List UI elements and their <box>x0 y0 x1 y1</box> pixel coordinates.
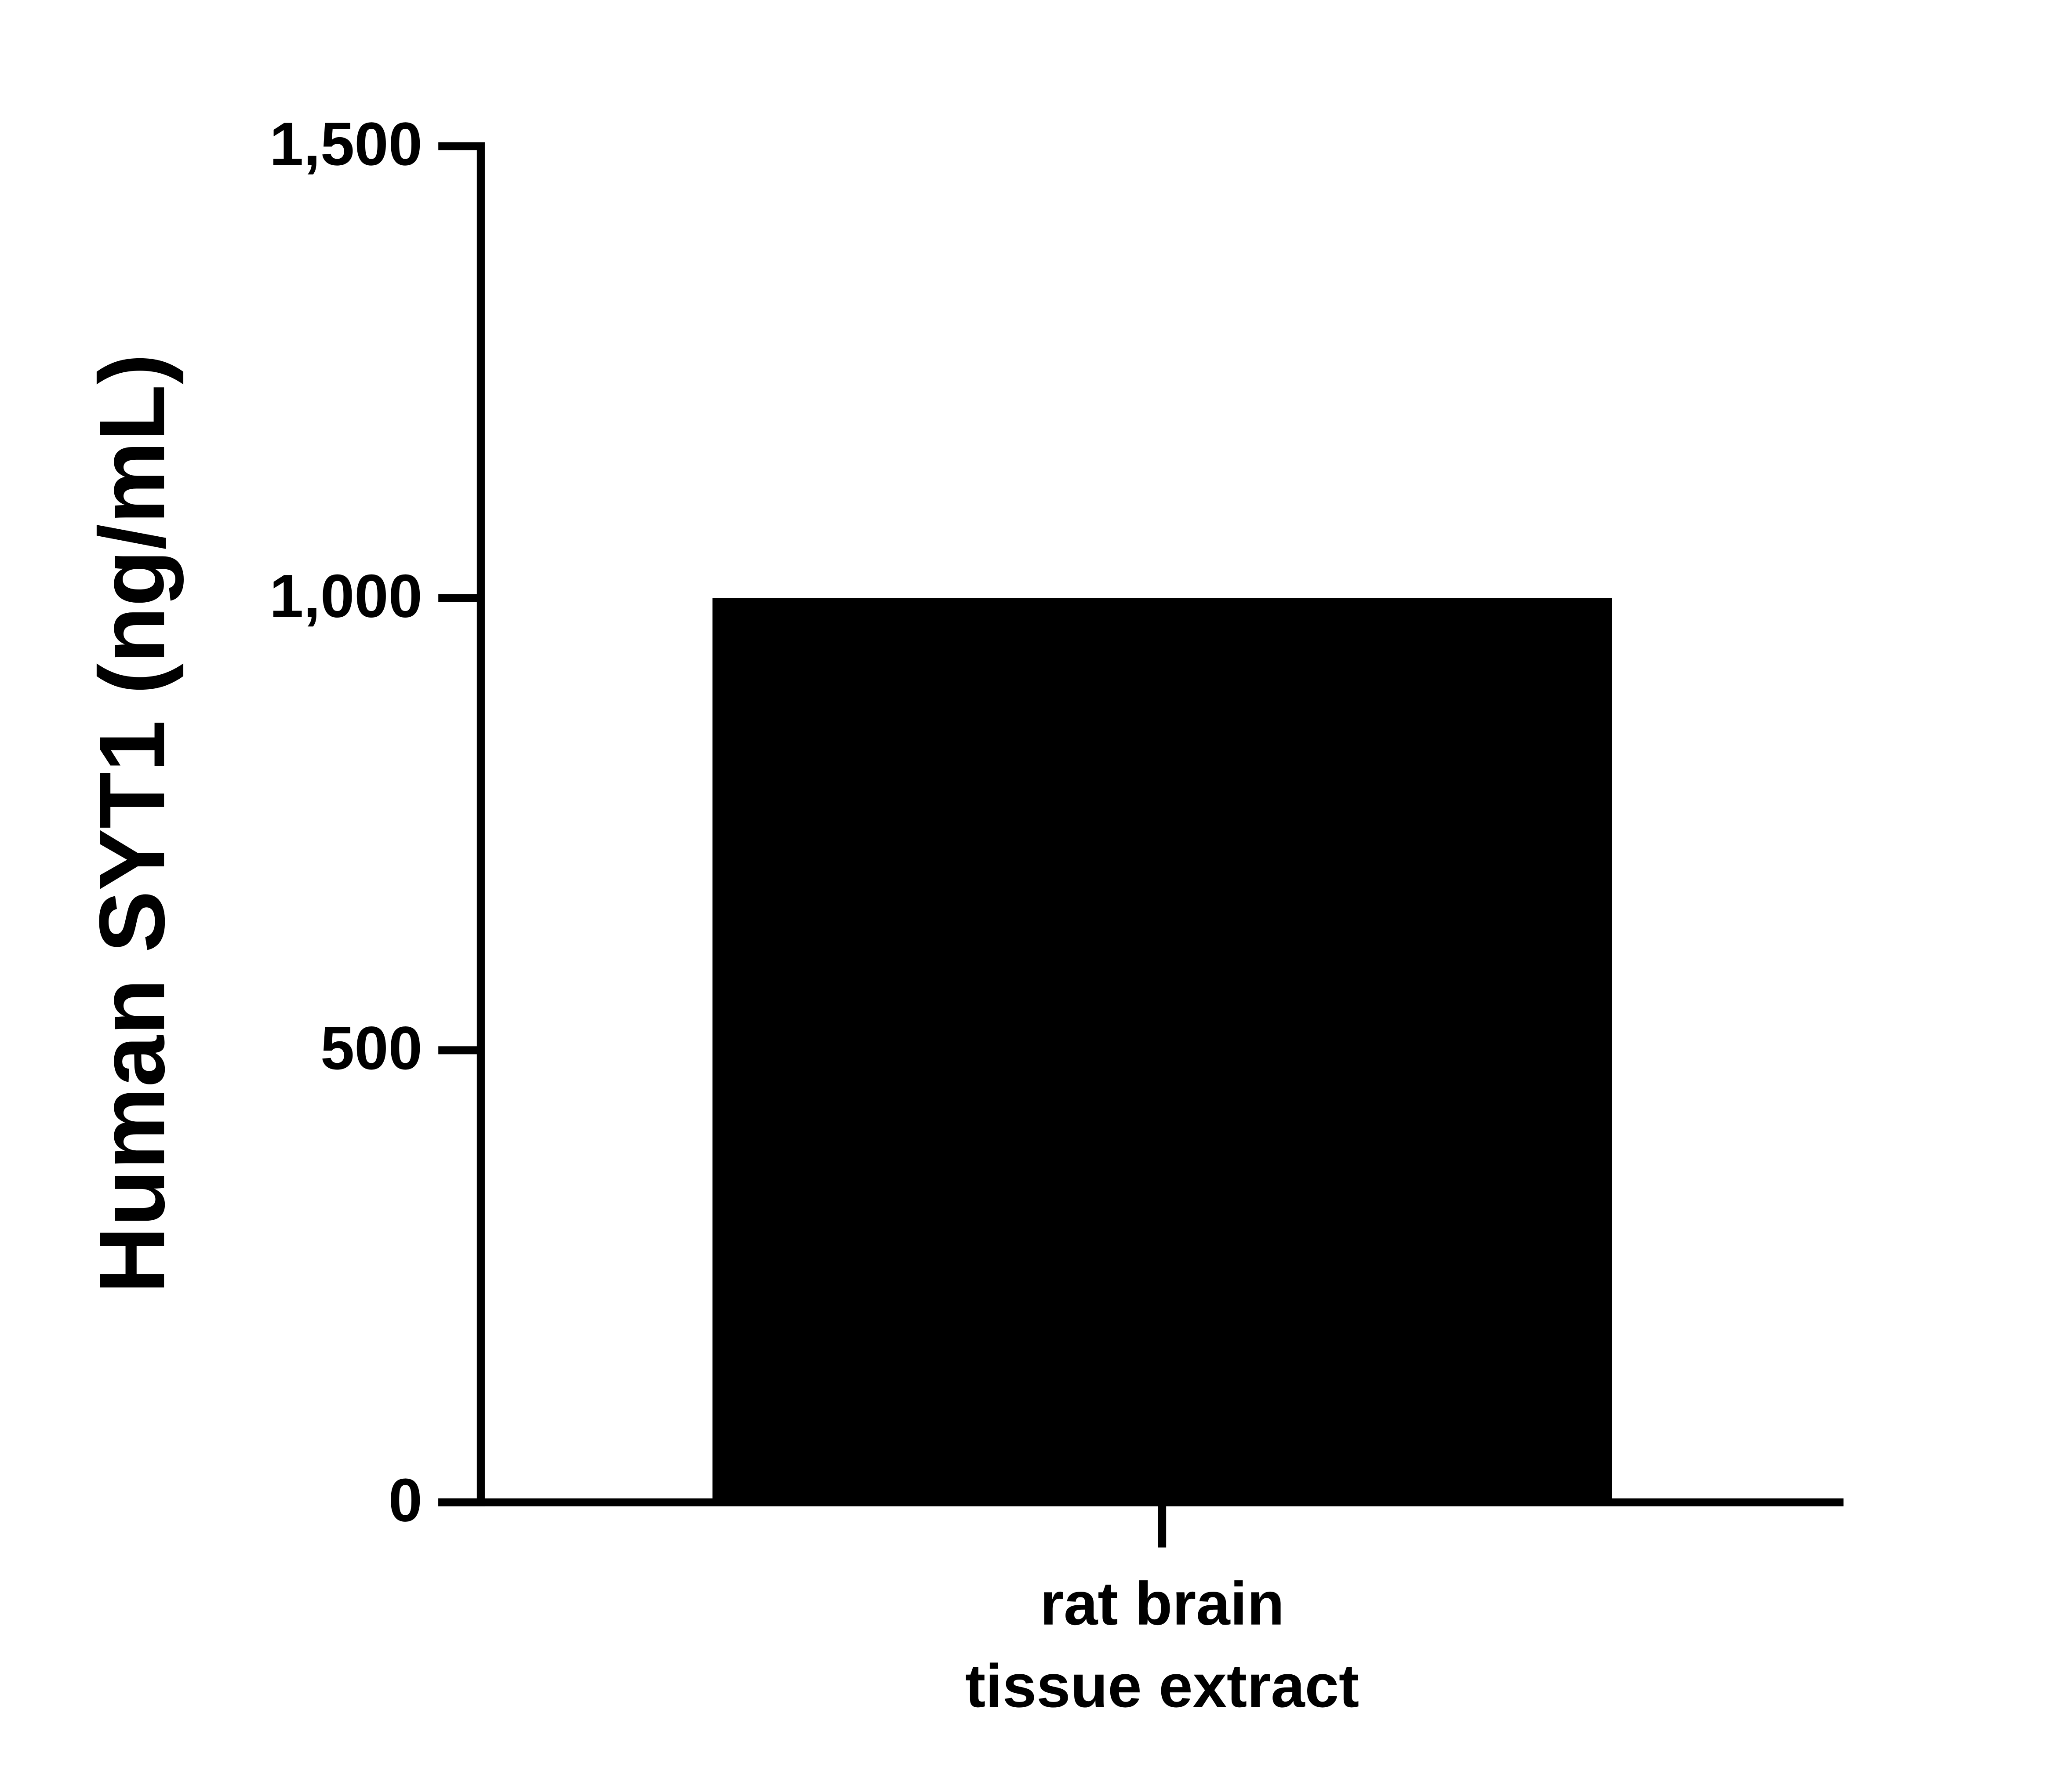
y-axis-label: Human SYT1 (ng/mL) <box>80 353 184 1294</box>
y-tick-label: 1,500 <box>269 110 422 178</box>
x-tick-label-box: rat brain tissue extract <box>965 1568 1360 1720</box>
x-tick-label: rat brain tissue extract <box>965 1568 1360 1720</box>
bar <box>712 598 1612 1502</box>
y-tick-label: 500 <box>320 1014 422 1082</box>
y-tick-label: 0 <box>389 1466 422 1535</box>
y-tick-label: 1,000 <box>269 562 422 630</box>
